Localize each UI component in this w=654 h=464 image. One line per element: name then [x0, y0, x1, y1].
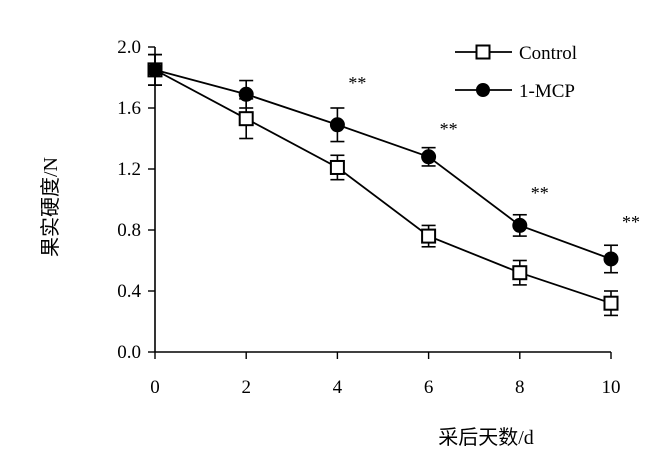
- data-point: [421, 228, 437, 244]
- data-point: [512, 217, 528, 233]
- y-tick-label: 1.2: [117, 159, 141, 180]
- data-point: [329, 159, 345, 175]
- y-tick-label: 2.0: [117, 37, 141, 58]
- y-tick-label: 0.8: [117, 220, 141, 241]
- annotation-layer: ** ** ** **: [348, 73, 640, 232]
- x-tick-label: 0: [150, 377, 160, 398]
- series-1-mcp: [147, 53, 619, 274]
- legend-marker: [475, 44, 491, 60]
- legend-item: Control: [455, 43, 577, 64]
- significance-label: **: [348, 73, 366, 93]
- x-tick-label: 2: [241, 377, 251, 398]
- significance-label: **: [440, 119, 458, 139]
- series-line: [154, 69, 612, 260]
- legend-label: 1-MCP: [519, 81, 575, 102]
- data-point: [603, 295, 619, 311]
- significance-label: **: [531, 183, 549, 203]
- legend-label: Control: [519, 43, 577, 64]
- data-point: [238, 86, 254, 102]
- legend-item: 1-MCP: [455, 81, 575, 102]
- significance-label: **: [622, 212, 640, 232]
- y-tick-label: 1.6: [117, 98, 141, 119]
- data-point: [603, 251, 619, 267]
- y-axis-title: 果实硬度/N: [39, 157, 62, 257]
- x-tick-label: 4: [333, 377, 343, 398]
- x-tick-label: 10: [602, 377, 621, 398]
- x-tick-label: 6: [424, 377, 434, 398]
- data-point: [421, 149, 437, 165]
- data-point: [329, 117, 345, 133]
- series-layer: [147, 53, 619, 317]
- data-point: [238, 111, 254, 127]
- legend-marker: [476, 83, 490, 97]
- data-point: [512, 265, 528, 281]
- x-tick-label: 8: [515, 377, 525, 398]
- x-axis-title: 采后天数/d: [438, 426, 534, 449]
- series-line: [154, 69, 612, 305]
- y-tick-label: 0.4: [117, 281, 141, 302]
- axes: 0.0 0.4 0.8 1.2 1.6 2.0 0 2 4 6 8 10: [117, 37, 620, 398]
- y-tick-label: 0.0: [117, 342, 141, 363]
- data-point: [147, 62, 163, 78]
- legend: Control 1-MCP: [455, 43, 577, 102]
